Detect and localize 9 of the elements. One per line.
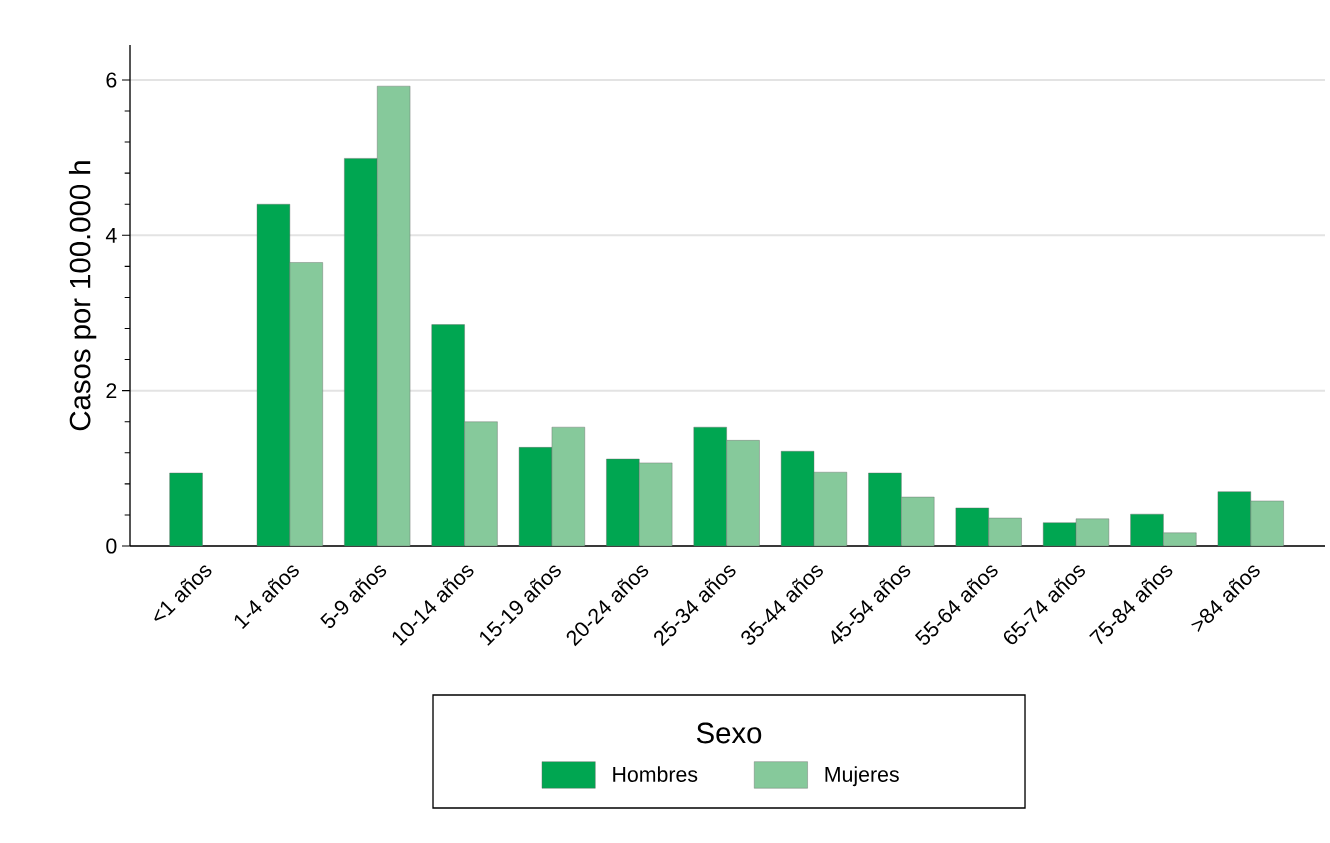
y-tick-label: 4 xyxy=(105,227,117,243)
y-tick-label: 0 xyxy=(106,538,117,554)
legend-label: Hombres xyxy=(613,766,698,782)
bar xyxy=(169,472,203,547)
legend-label: Mujeres xyxy=(825,766,899,787)
y-tick-label: 6 xyxy=(106,72,117,88)
y-axis-title: Casos por 100.000 h xyxy=(68,161,97,431)
legend-title: Sexo xyxy=(696,722,762,744)
y-tick-label: 2 xyxy=(106,383,117,399)
